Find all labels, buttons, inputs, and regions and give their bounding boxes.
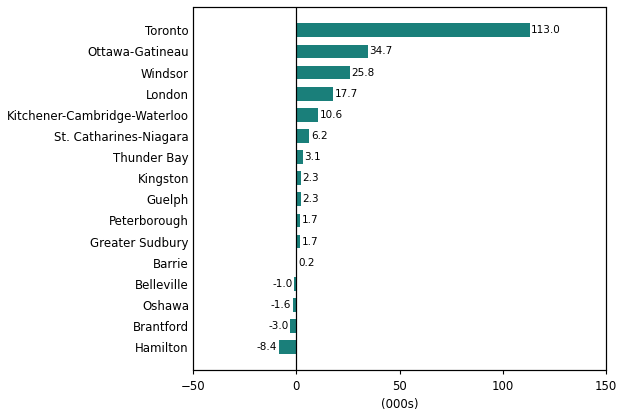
Text: 2.3: 2.3 [303,194,319,204]
Text: -3.0: -3.0 [268,321,288,331]
Text: 25.8: 25.8 [351,68,374,78]
Text: 34.7: 34.7 [369,46,393,56]
Text: 2.3: 2.3 [303,173,319,183]
Text: 0.2: 0.2 [298,257,315,268]
Bar [296,171,301,185]
Bar [296,150,303,164]
Bar [296,108,318,122]
Text: 1.7: 1.7 [301,215,318,225]
Bar [279,340,296,354]
Bar [296,234,300,248]
Text: 10.6: 10.6 [320,110,343,120]
Text: 6.2: 6.2 [311,131,328,141]
Text: 113.0: 113.0 [531,25,561,36]
Bar [293,298,296,312]
Text: 17.7: 17.7 [334,89,358,99]
Bar [296,23,530,37]
Bar [295,277,296,291]
Bar [296,66,349,79]
Text: -1.6: -1.6 [271,300,291,310]
Bar [290,319,296,333]
Bar [296,45,368,59]
Bar [296,192,301,206]
Text: 1.7: 1.7 [301,237,318,247]
Text: -8.4: -8.4 [257,342,277,352]
Text: 3.1: 3.1 [305,152,321,162]
Bar [296,214,300,227]
Text: -1.0: -1.0 [272,279,293,289]
X-axis label: (000s): (000s) [381,398,418,411]
Bar [296,87,333,101]
Bar [296,129,309,143]
